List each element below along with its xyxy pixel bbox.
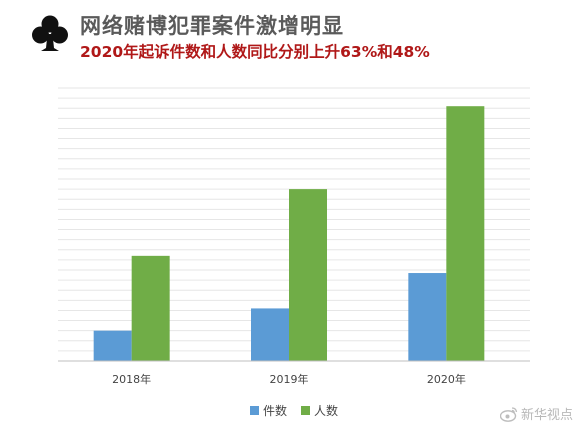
- legend: 件数 人数: [250, 402, 346, 419]
- bar-people-1: [289, 189, 327, 361]
- x-tick-label: 2018年: [112, 372, 151, 386]
- x-tick-labels: 2018年 2019年 2020年: [112, 372, 466, 386]
- legend-item-cases: 件数: [250, 402, 287, 419]
- chart-subtitle: 2020年起诉件数和人数同比分别上升63%和48%: [80, 43, 430, 61]
- weibo-icon: [500, 406, 518, 422]
- legend-label-people: 人数: [314, 404, 339, 418]
- legend-item-people: 人数: [301, 402, 338, 419]
- legend-label-cases: 件数: [263, 404, 288, 418]
- watermark-text: 新华视点: [521, 408, 574, 423]
- chart-title: 网络赌博犯罪案件激增明显: [80, 14, 344, 38]
- bar-people-2: [446, 106, 485, 361]
- x-tick-label: 2019年: [270, 372, 309, 386]
- bar-cases-0: [93, 330, 132, 361]
- legend-swatch-cases: [250, 406, 259, 415]
- club-suit-icon: [32, 15, 68, 51]
- bar-cases-1: [251, 308, 289, 361]
- bar-people-0: [131, 255, 170, 361]
- watermark: 新华视点: [500, 404, 573, 423]
- bars: [93, 106, 485, 361]
- legend-swatch-people: [301, 406, 311, 415]
- x-tick-label: 2020年: [427, 372, 466, 386]
- bar-cases-2: [408, 273, 447, 361]
